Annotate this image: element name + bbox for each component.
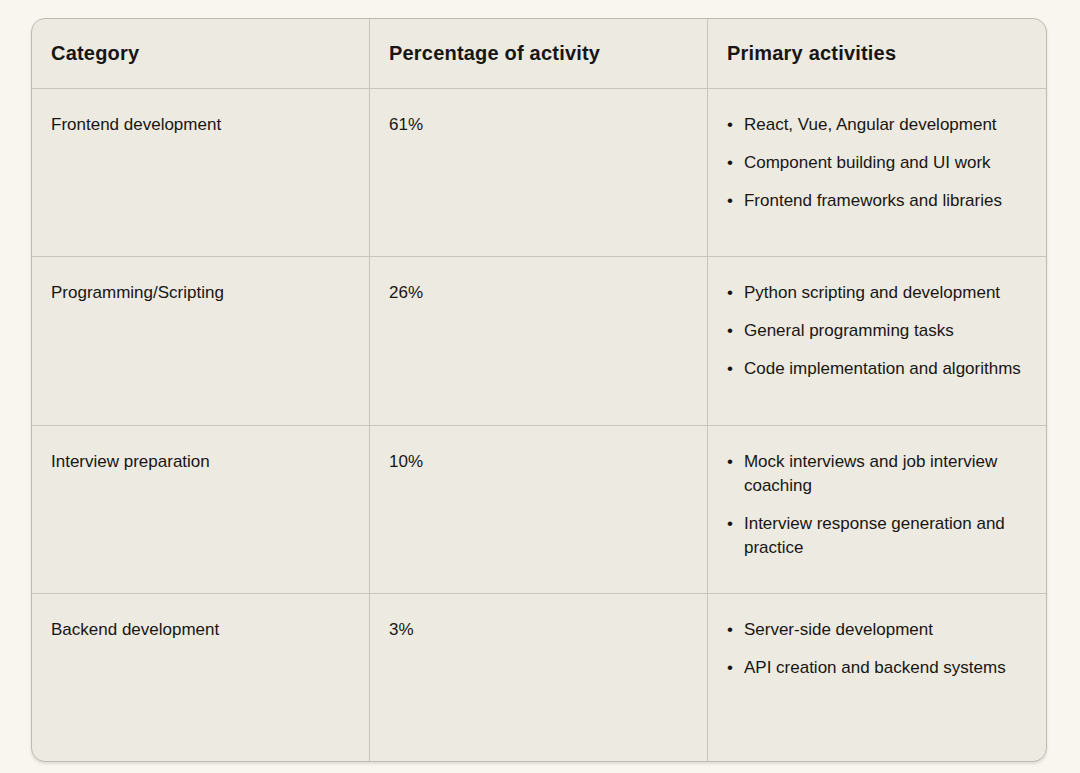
activities-list: • Server-side development • API creation… xyxy=(727,618,1026,680)
activity-table: Category Percentage of activity Primary … xyxy=(31,18,1047,762)
table-row: Interview preparation 10% • Mock intervi… xyxy=(32,426,1046,594)
table-row: Frontend development 61% • React, Vue, A… xyxy=(32,89,1046,257)
bullet-icon: • xyxy=(727,113,733,137)
activities-list: • React, Vue, Angular development • Comp… xyxy=(727,113,1026,213)
list-item: • API creation and backend systems xyxy=(727,656,1026,680)
activity-text: Component building and UI work xyxy=(744,151,991,175)
list-item: • Interview response generation and prac… xyxy=(727,512,1026,560)
activities-cell: • React, Vue, Angular development • Comp… xyxy=(708,89,1046,256)
category-cell: Backend development xyxy=(32,594,370,761)
activity-text: Python scripting and development xyxy=(744,281,1000,305)
activity-text: Code implementation and algorithms xyxy=(744,357,1021,381)
activity-text: General programming tasks xyxy=(744,319,954,343)
table-row: Programming/Scripting 26% • Python scrip… xyxy=(32,257,1046,425)
column-header-percentage: Percentage of activity xyxy=(370,19,708,88)
bullet-icon: • xyxy=(727,319,733,343)
percentage-cell: 26% xyxy=(370,257,708,424)
bullet-icon: • xyxy=(727,357,733,381)
list-item: • Server-side development xyxy=(727,618,1026,642)
activities-cell: • Server-side development • API creation… xyxy=(708,594,1046,761)
category-cell: Frontend development xyxy=(32,89,370,256)
list-item: • Code implementation and algorithms xyxy=(727,357,1026,381)
list-item: • Mock interviews and job interview coac… xyxy=(727,450,1026,498)
bullet-icon: • xyxy=(727,151,733,175)
list-item: • Component building and UI work xyxy=(727,151,1026,175)
percentage-cell: 10% xyxy=(370,426,708,593)
activities-list: • Python scripting and development • Gen… xyxy=(727,281,1026,381)
activity-text: Frontend frameworks and libraries xyxy=(744,189,1002,213)
category-cell: Interview preparation xyxy=(32,426,370,593)
activity-text: React, Vue, Angular development xyxy=(744,113,997,137)
bullet-icon: • xyxy=(727,656,733,680)
category-cell: Programming/Scripting xyxy=(32,257,370,424)
activities-cell: • Python scripting and development • Gen… xyxy=(708,257,1046,424)
column-header-primary-activities: Primary activities xyxy=(708,19,1046,88)
activities-cell: • Mock interviews and job interview coac… xyxy=(708,426,1046,593)
list-item: • Python scripting and development xyxy=(727,281,1026,305)
activity-text: Mock interviews and job interview coachi… xyxy=(744,450,1026,498)
percentage-cell: 61% xyxy=(370,89,708,256)
table-header-row: Category Percentage of activity Primary … xyxy=(32,19,1046,89)
activity-text: Interview response generation and practi… xyxy=(744,512,1026,560)
list-item: • General programming tasks xyxy=(727,319,1026,343)
bullet-icon: • xyxy=(727,450,733,474)
list-item: • React, Vue, Angular development xyxy=(727,113,1026,137)
bullet-icon: • xyxy=(727,281,733,305)
percentage-cell: 3% xyxy=(370,594,708,761)
list-item: • Frontend frameworks and libraries xyxy=(727,189,1026,213)
activities-list: • Mock interviews and job interview coac… xyxy=(727,450,1026,560)
table-row: Backend development 3% • Server-side dev… xyxy=(32,594,1046,761)
bullet-icon: • xyxy=(727,618,733,642)
bullet-icon: • xyxy=(727,512,733,536)
activity-text: Server-side development xyxy=(744,618,933,642)
bullet-icon: • xyxy=(727,189,733,213)
column-header-category: Category xyxy=(32,19,370,88)
activity-text: API creation and backend systems xyxy=(744,656,1006,680)
